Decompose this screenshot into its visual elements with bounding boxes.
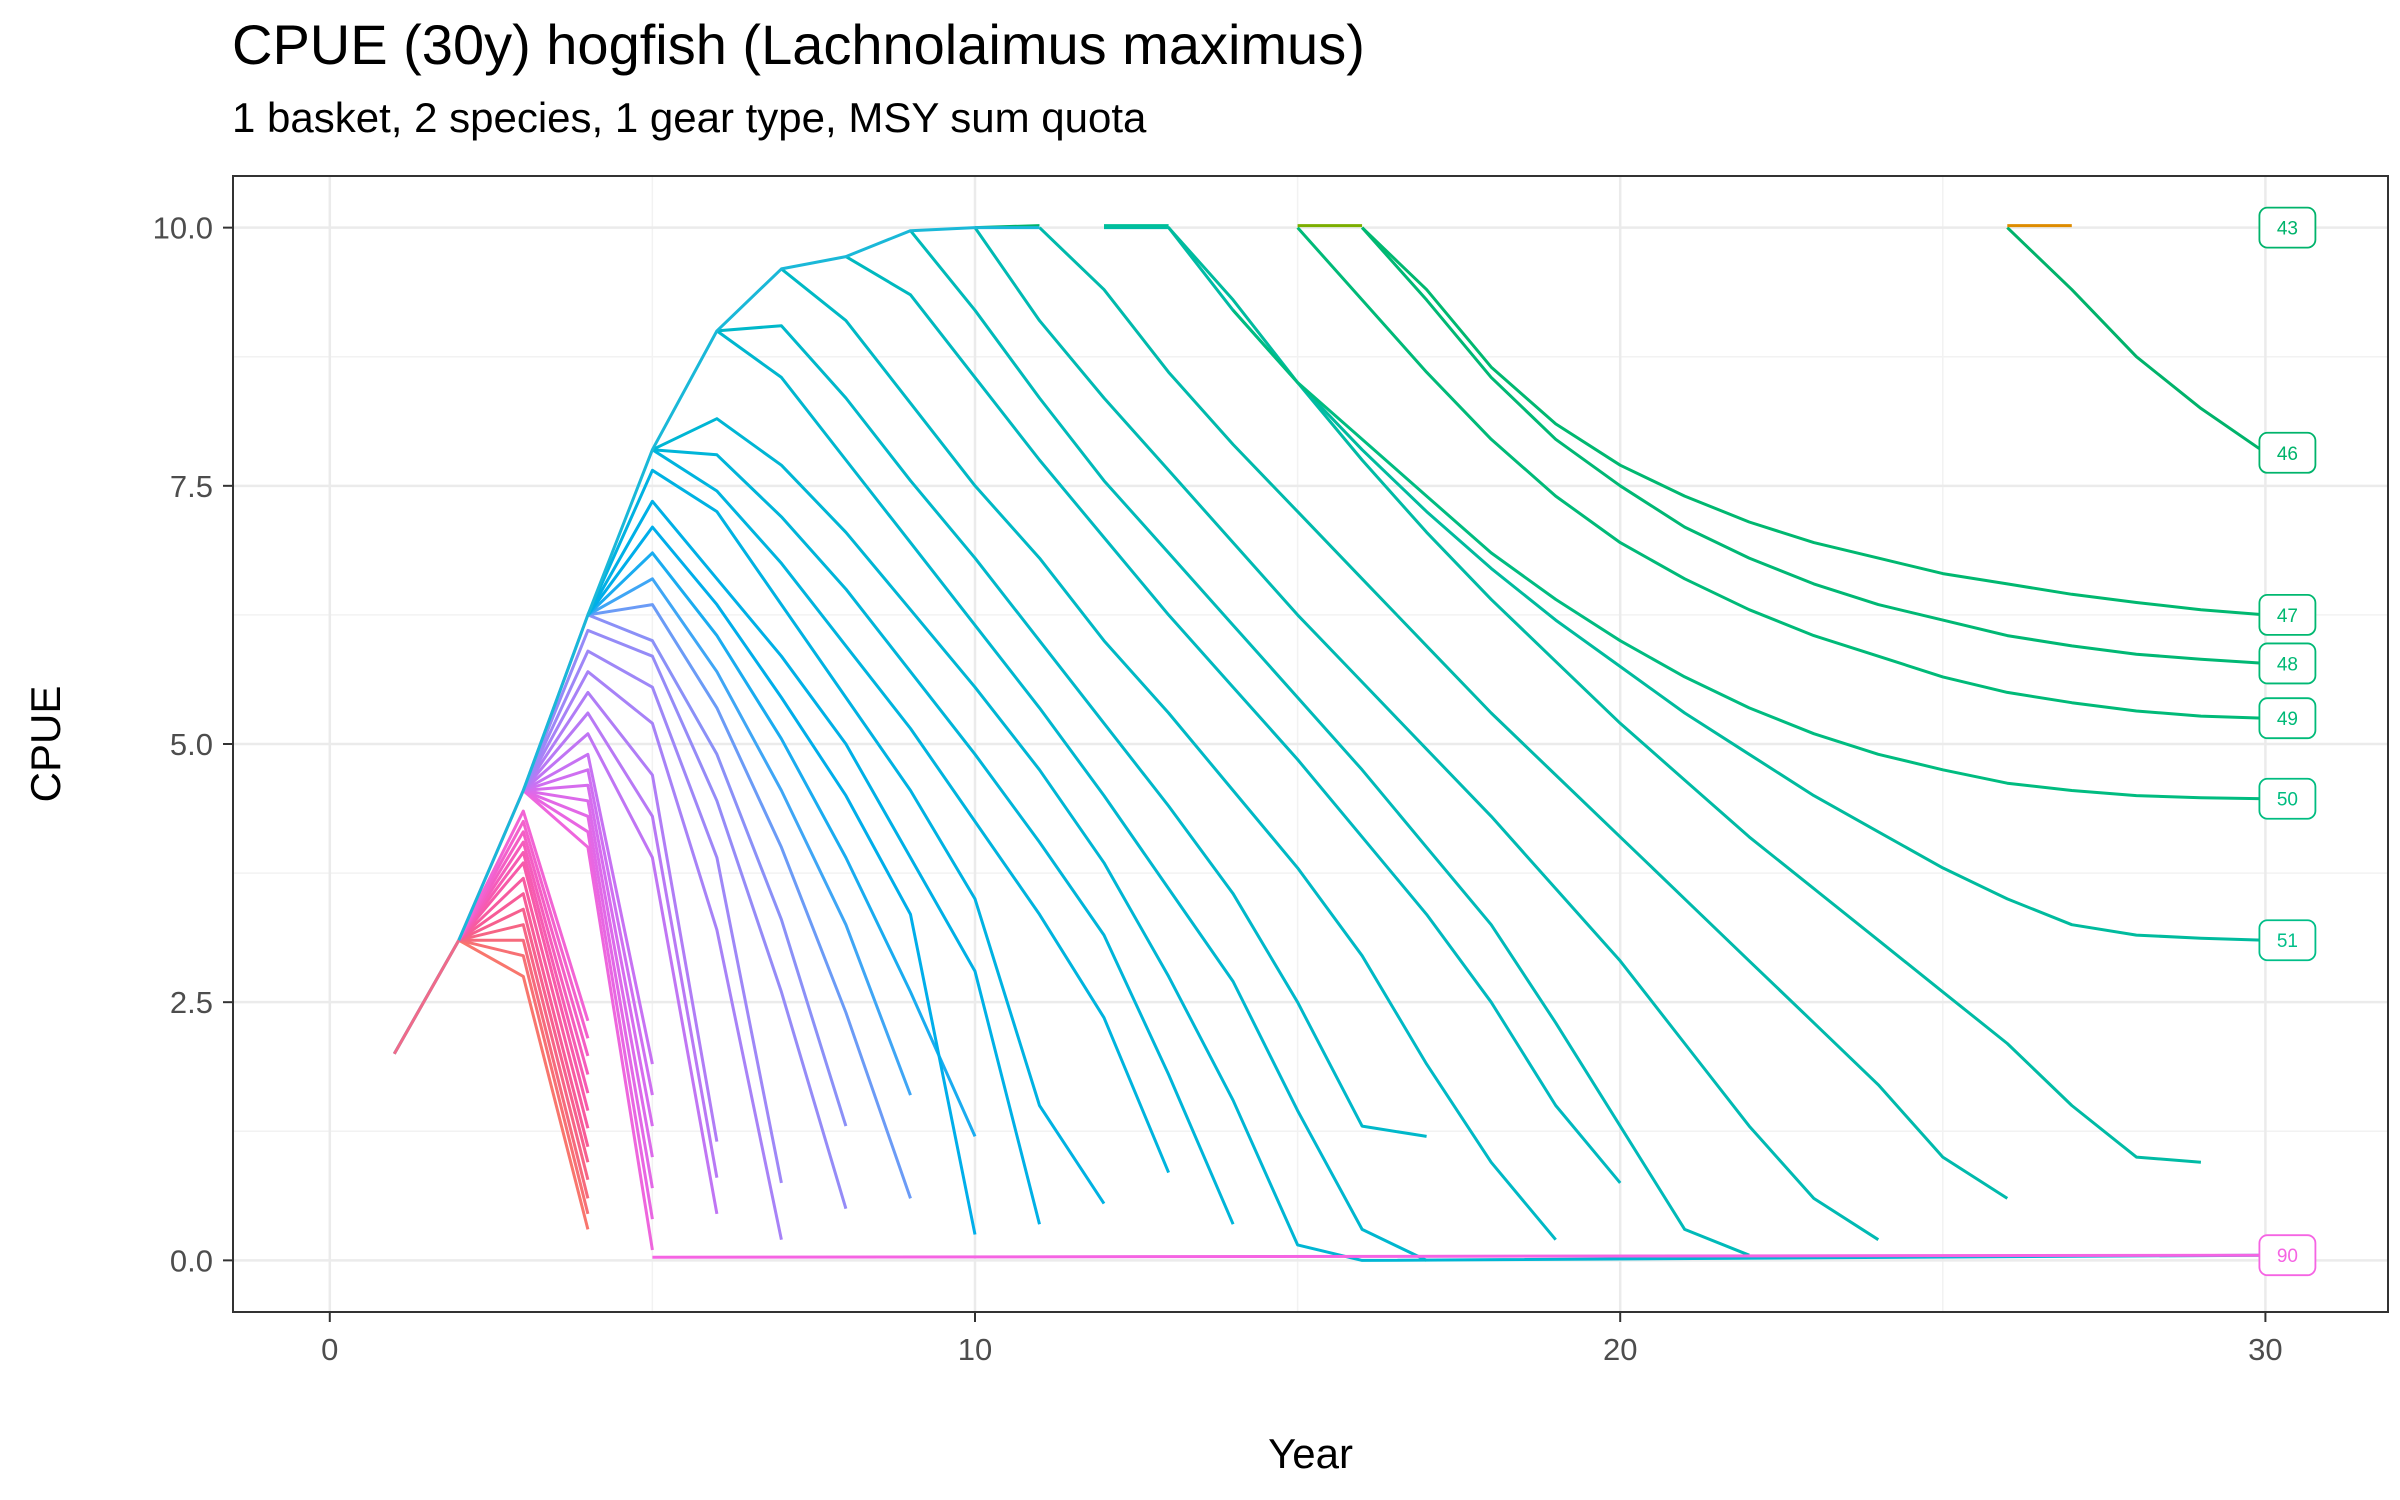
y-tick-label: 2.5 xyxy=(170,985,213,1020)
series-line-4 xyxy=(458,923,590,1181)
series-line-33 xyxy=(586,468,1106,1205)
series-line-31 xyxy=(586,525,977,1235)
end-label-text: 51 xyxy=(2277,931,2298,952)
end-label-text: 47 xyxy=(2277,606,2298,627)
chart-title: CPUE (30y) hogfish (Lachnolaimus maximus… xyxy=(232,13,1365,76)
y-tick-label: 10.0 xyxy=(153,211,213,246)
x-tick-label: 0 xyxy=(321,1332,338,1367)
y-tick-label: 7.5 xyxy=(170,469,213,504)
series-line-40 xyxy=(845,255,1622,1184)
end-label-box xyxy=(2258,594,2317,636)
series-line-10 xyxy=(457,840,590,1075)
series-line-34 xyxy=(651,448,1170,1174)
end-label-text: 90 xyxy=(2277,1246,2298,1267)
series-line-28 xyxy=(587,603,912,1199)
end-label-box xyxy=(2258,777,2317,820)
series-line-39 xyxy=(780,267,1557,1241)
end-label-46: 46 xyxy=(2258,431,2317,474)
series-line-2 xyxy=(458,938,590,1215)
y-tick-label: 5.0 xyxy=(170,727,213,762)
series-line-11 xyxy=(457,830,590,1057)
series-line-48 xyxy=(1360,226,2266,665)
grid-lines xyxy=(233,176,2388,1312)
series-line-36 xyxy=(651,417,2266,1262)
series-line-19 xyxy=(522,768,654,1096)
series-line-46 xyxy=(1231,309,2266,801)
end-label-43: 43 xyxy=(2258,206,2317,249)
series-line-21 xyxy=(522,732,719,1215)
series-line-6 xyxy=(457,892,590,1148)
end-label-box xyxy=(2258,697,2317,740)
series-line-45 xyxy=(1167,226,2266,942)
series-start-line xyxy=(392,939,461,1055)
series-line-42 xyxy=(973,226,1880,1241)
x-tick-label: 30 xyxy=(2248,1332,2282,1367)
series-line-32 xyxy=(586,499,1041,1225)
end-label-47: 47 xyxy=(2258,594,2317,636)
series-line-20 xyxy=(522,752,654,1065)
series-line-35 xyxy=(652,448,1235,1225)
series-line-43 xyxy=(1038,226,2009,1200)
chart-subtitle: 1 basket, 2 species, 1 gear type, MSY su… xyxy=(232,94,1147,141)
series-line-3 xyxy=(458,938,590,1199)
x-tick-label: 20 xyxy=(1603,1332,1637,1367)
series-line-7 xyxy=(457,876,590,1129)
series-line-47 xyxy=(1296,226,2266,720)
series-line-49 xyxy=(1361,226,2266,617)
end-label-49: 49 xyxy=(2258,697,2317,740)
end-label-box xyxy=(2258,1234,2317,1277)
series-line-16 xyxy=(522,789,654,1189)
series-line-13 xyxy=(457,809,590,1022)
end-label-text: 50 xyxy=(2277,790,2298,811)
end-label-text: 43 xyxy=(2277,219,2298,240)
series-line-22 xyxy=(522,711,719,1178)
end-label-48: 48 xyxy=(2258,642,2317,685)
end-label-50: 50 xyxy=(2258,777,2317,820)
end-label-text: 46 xyxy=(2277,444,2298,465)
series-line-25 xyxy=(521,649,783,1184)
series-line-8 xyxy=(457,861,590,1111)
end-label-box xyxy=(2258,431,2317,474)
series-line-37 xyxy=(716,329,1428,1262)
series-line-30 xyxy=(586,551,977,1138)
end-label-text: 49 xyxy=(2277,709,2298,730)
series-line-24 xyxy=(521,670,783,1241)
end-label-box xyxy=(2258,919,2317,962)
series-line-17 xyxy=(523,789,654,1158)
series-line-55 xyxy=(652,1253,2266,1259)
x-axis-title: Year xyxy=(1268,1430,1353,1477)
series-line-41 xyxy=(909,229,1750,1257)
series-line-50 xyxy=(2006,226,2267,455)
series-line-9 xyxy=(457,850,590,1094)
series-lines xyxy=(392,224,2267,1262)
series-line-29 xyxy=(587,577,912,1096)
y-axis-title: CPUE xyxy=(22,686,69,803)
end-label-51: 51 xyxy=(2258,919,2317,962)
end-label-90: 90 xyxy=(2258,1234,2317,1277)
y-tick-label: 0.0 xyxy=(170,1243,213,1278)
x-tick-label: 10 xyxy=(958,1332,992,1367)
series-line-12 xyxy=(457,820,590,1039)
end-label-box xyxy=(2258,206,2317,249)
end-label-text: 48 xyxy=(2277,654,2298,675)
series-line-38 xyxy=(716,324,1427,1138)
end-labels: 43 46 47 48 49 50 51 90 xyxy=(2258,206,2317,1277)
series-line-5 xyxy=(458,907,590,1163)
series-line-18 xyxy=(523,783,654,1127)
end-label-box xyxy=(2258,642,2317,685)
series-line-23 xyxy=(522,690,719,1142)
axis-ticks: 0 10 20 30 0.0 2.5 5.0 7.5 10.0 xyxy=(153,211,2283,1367)
series-line-15 xyxy=(522,789,654,1220)
series-trunk-line xyxy=(392,226,1040,1055)
series-line-26 xyxy=(521,628,848,1210)
